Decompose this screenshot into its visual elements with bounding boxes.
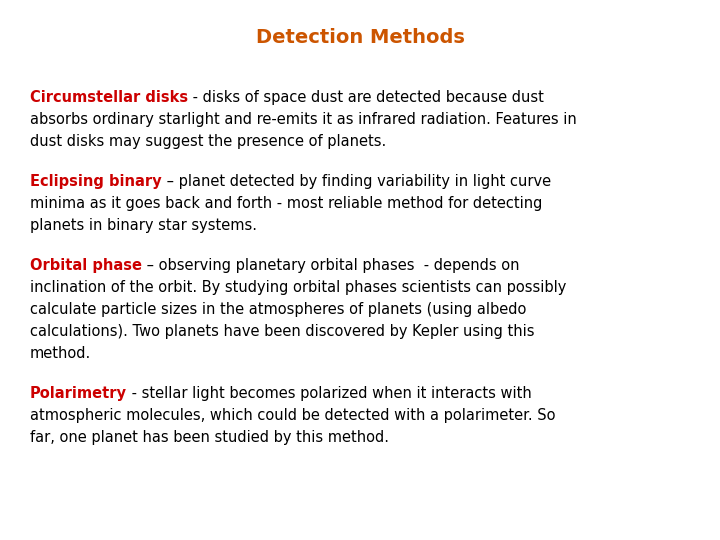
Text: minima as it goes back and forth - most reliable method for detecting: minima as it goes back and forth - most … <box>30 196 542 211</box>
Text: planets in binary star systems.: planets in binary star systems. <box>30 218 257 233</box>
Text: method.: method. <box>30 346 91 361</box>
Text: Polarimetry: Polarimetry <box>30 386 127 401</box>
Text: - stellar light becomes polarized when it interacts with: - stellar light becomes polarized when i… <box>127 386 532 401</box>
Text: Circumstellar disks: Circumstellar disks <box>30 90 188 105</box>
Text: calculate particle sizes in the atmospheres of planets (using albedo: calculate particle sizes in the atmosphe… <box>30 302 526 317</box>
Text: – planet detected by finding variability in light curve: – planet detected by finding variability… <box>161 174 551 189</box>
Text: - disks of space dust are detected because dust: - disks of space dust are detected becau… <box>188 90 544 105</box>
Text: absorbs ordinary starlight and re-emits it as infrared radiation. Features in: absorbs ordinary starlight and re-emits … <box>30 112 577 127</box>
Text: Eclipsing binary: Eclipsing binary <box>30 174 161 189</box>
Text: – observing planetary orbital phases  - depends on: – observing planetary orbital phases - d… <box>142 258 520 273</box>
Text: Orbital phase: Orbital phase <box>30 258 142 273</box>
Text: far, one planet has been studied by this method.: far, one planet has been studied by this… <box>30 430 389 445</box>
Text: dust disks may suggest the presence of planets.: dust disks may suggest the presence of p… <box>30 134 386 149</box>
Text: Detection Methods: Detection Methods <box>256 28 464 47</box>
Text: atmospheric molecules, which could be detected with a polarimeter. So: atmospheric molecules, which could be de… <box>30 408 556 423</box>
Text: calculations). Two planets have been discovered by Kepler using this: calculations). Two planets have been dis… <box>30 324 534 339</box>
Text: inclination of the orbit. By studying orbital phases scientists can possibly: inclination of the orbit. By studying or… <box>30 280 567 295</box>
